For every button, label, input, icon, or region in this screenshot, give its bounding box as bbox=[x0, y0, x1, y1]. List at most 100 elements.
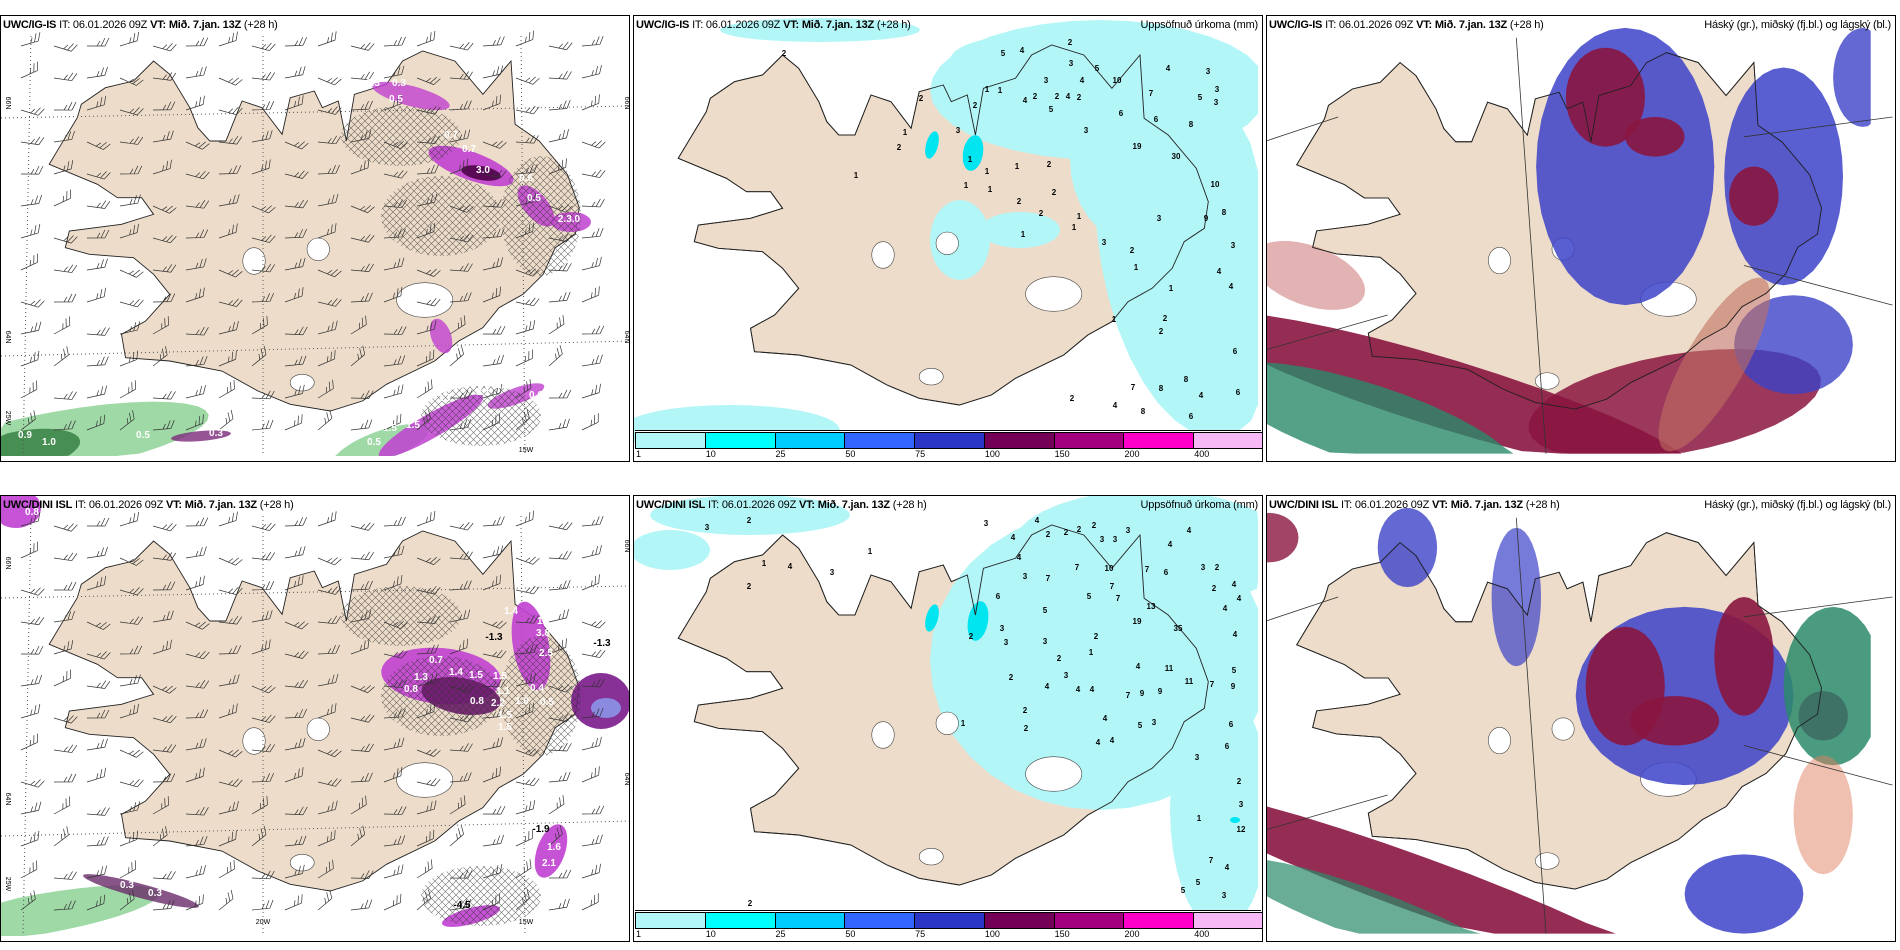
map-value-label: 0.6 bbox=[529, 390, 543, 401]
map-value-label: 2 bbox=[1077, 93, 1082, 102]
map-value-label: 5 bbox=[1196, 878, 1201, 887]
panel-title: Uppsöfnuð úrkoma (mm) bbox=[1140, 499, 1259, 511]
map-value-label: 1 bbox=[1112, 315, 1117, 324]
wind-barb-icon bbox=[185, 258, 207, 271]
wind-barb-icon bbox=[86, 327, 110, 336]
map-value-label: 3 bbox=[830, 568, 835, 577]
map-value-label: 1 bbox=[1197, 814, 1202, 823]
wind-barb-icon bbox=[20, 350, 40, 367]
wind-barb-icon bbox=[416, 164, 439, 175]
map-value-label: 3 bbox=[1113, 535, 1118, 544]
rain-area bbox=[1, 428, 81, 456]
cloud-area bbox=[1377, 507, 1438, 588]
map-value-label: 2 bbox=[1064, 528, 1069, 537]
map-value-label: 2 bbox=[1130, 246, 1135, 255]
map-value-label: 4 bbox=[1187, 526, 1192, 535]
wind-barb-icon bbox=[87, 37, 110, 47]
wind-barb-icon bbox=[87, 517, 110, 527]
wind-barb-icon bbox=[152, 420, 175, 431]
map-value-label: 3 bbox=[1215, 85, 1220, 94]
wind-barb-icon bbox=[284, 806, 308, 816]
cloud-area bbox=[1658, 277, 1771, 452]
wind-barb-icon bbox=[548, 684, 573, 693]
colorbar-tick-label: 10 bbox=[705, 929, 716, 939]
colorbar-swatch bbox=[635, 432, 706, 449]
wind-barb-icon bbox=[581, 94, 600, 111]
wind-barb-icon bbox=[350, 71, 374, 81]
map-value-label: 8 bbox=[1159, 384, 1164, 393]
wind-barb-icon bbox=[548, 418, 570, 431]
colorbar-tick-label: 50 bbox=[845, 449, 856, 459]
wind-barb-icon bbox=[350, 42, 375, 51]
wind-barb-icon bbox=[284, 228, 307, 239]
colorbar-swatch bbox=[704, 432, 776, 449]
map-value-label: 5 bbox=[1232, 666, 1237, 675]
wind-barb-icon bbox=[383, 228, 406, 239]
map-value-label: 5 bbox=[1138, 721, 1143, 730]
map-value-label: 1 bbox=[868, 547, 873, 556]
wind-barb-icon bbox=[482, 516, 505, 527]
glacier bbox=[935, 231, 959, 255]
wind-barb-icon bbox=[284, 864, 305, 879]
wind-barb-icon bbox=[20, 61, 39, 79]
map-value-label: 3 bbox=[1206, 67, 1211, 76]
map-value-label: 1.0 bbox=[515, 696, 529, 707]
wind-barb-icon bbox=[548, 291, 571, 303]
wind-barb-icon bbox=[482, 199, 506, 208]
map-value-label: 1 bbox=[964, 181, 969, 190]
wind-barb-icon bbox=[515, 319, 536, 335]
wind-barb-icon bbox=[383, 574, 403, 591]
wind-barb-icon bbox=[515, 297, 540, 307]
map-value-label: 1 bbox=[1169, 284, 1174, 293]
wind-barb-icon bbox=[20, 512, 41, 527]
map-value-label: 2.1 bbox=[476, 387, 490, 398]
precip-blob bbox=[534, 824, 568, 878]
wind-barb-icon bbox=[218, 320, 239, 335]
wind-barb-icon bbox=[119, 298, 144, 308]
wind-barb-icon bbox=[53, 43, 78, 52]
cloud-area bbox=[1267, 240, 1366, 310]
cloud-area bbox=[1729, 166, 1779, 226]
iceland-coastline bbox=[48, 50, 580, 412]
wind-barb-icon bbox=[515, 615, 539, 624]
map-value-label: 2 bbox=[1047, 160, 1052, 169]
wind-barb-icon bbox=[218, 194, 240, 207]
wind-barb-icon bbox=[482, 893, 500, 911]
wind-barb-icon bbox=[548, 825, 563, 847]
wind-barb-icon bbox=[548, 609, 569, 623]
wind-barb-icon bbox=[548, 204, 573, 213]
wind-barb-icon bbox=[86, 200, 111, 209]
wind-barb-icon bbox=[119, 194, 141, 207]
map-value-label: 4 bbox=[788, 562, 793, 571]
wind-barb-icon bbox=[548, 315, 565, 335]
wind-barb-icon bbox=[20, 194, 43, 207]
wind-barb-icon bbox=[416, 702, 436, 719]
map-value-label: 3 bbox=[1043, 637, 1048, 646]
precip-area bbox=[1230, 817, 1240, 823]
glacier bbox=[1025, 756, 1083, 792]
map-value-label: 2 bbox=[1017, 197, 1022, 206]
wind-barb-icon bbox=[383, 65, 405, 79]
wind-barb-icon bbox=[515, 510, 535, 527]
wind-barb-icon bbox=[119, 223, 139, 239]
wind-barb-icon bbox=[548, 100, 571, 111]
wind-barb-icon bbox=[86, 171, 111, 180]
wind-barb-icon bbox=[185, 200, 210, 209]
wind-barb-icon bbox=[251, 130, 273, 143]
wind-barb-icon bbox=[548, 713, 573, 722]
wind-barb-icon bbox=[218, 165, 242, 175]
projection-line bbox=[1743, 116, 1893, 138]
wind-barb-icon bbox=[20, 541, 39, 559]
map-value-label: 0.5 bbox=[540, 697, 554, 708]
colorbar-swatch bbox=[983, 432, 1055, 449]
wind-barb-icon bbox=[350, 522, 375, 531]
wind-barb-icon bbox=[449, 713, 474, 723]
wind-barb-icon bbox=[284, 384, 305, 399]
wind-barb-icon bbox=[119, 890, 135, 911]
wind-barb-icon bbox=[53, 346, 69, 367]
wind-barb-icon bbox=[119, 674, 141, 687]
wind-barb-icon bbox=[185, 287, 205, 303]
wind-barb-icon bbox=[416, 510, 436, 527]
iceland-map: 0.3 0.30.50.70.73.00.60.52.3.00.91.00.5 0.… bbox=[1, 30, 629, 457]
